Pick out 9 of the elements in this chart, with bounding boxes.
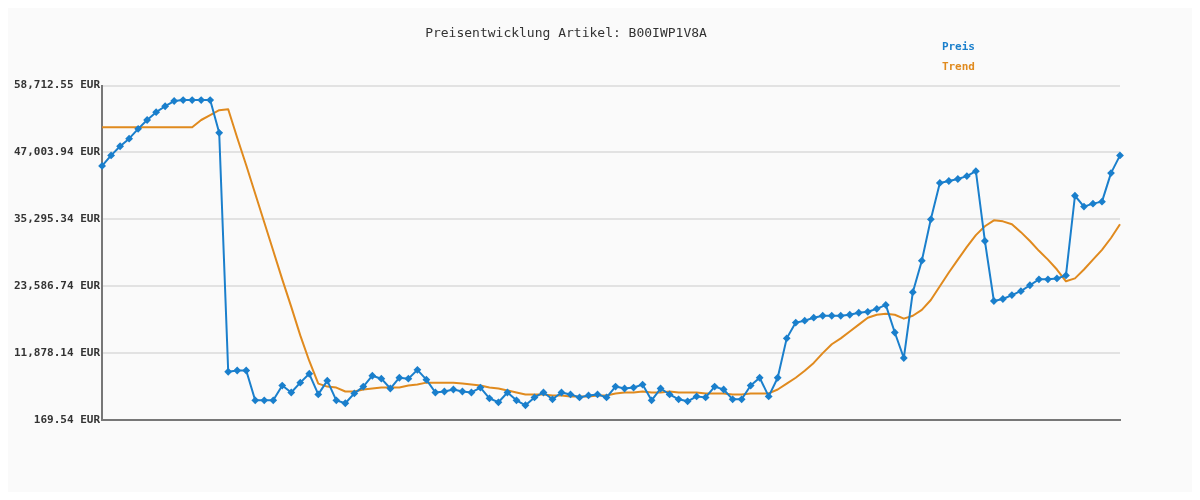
y-tick-label: 169.54 EUR: [33, 412, 101, 426]
y-tick-label: 47,003.94 EUR: [14, 145, 101, 159]
y-tick-label: 11,878.14 EUR: [14, 345, 101, 359]
chart-title: Preisentwicklung Artikel: B00IWP1V8A: [425, 25, 708, 41]
y-tick-label: 23,586.74 EUR: [14, 279, 101, 293]
text: Preis: [941, 39, 975, 53]
y-tick-label: 58,712.55 EUR: [14, 78, 101, 92]
text: Trend: [941, 59, 975, 73]
y-tick-label: 35,295.34 EUR: [14, 212, 101, 226]
